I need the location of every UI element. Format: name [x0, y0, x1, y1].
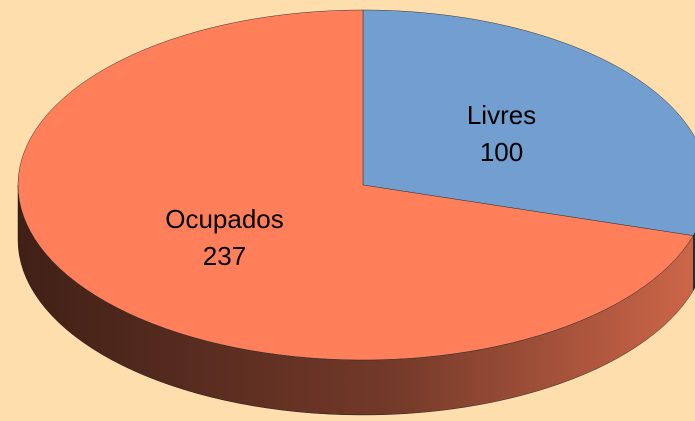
pie-slice: [362, 9, 695, 236]
slice-label: Ocupados: [165, 204, 284, 234]
slice-value: 100: [480, 137, 523, 167]
pie-side-shade: [18, 185, 694, 416]
pie-slice: [17, 9, 694, 361]
slice-value: 237: [203, 241, 246, 271]
slice-label: Livres: [467, 100, 536, 130]
